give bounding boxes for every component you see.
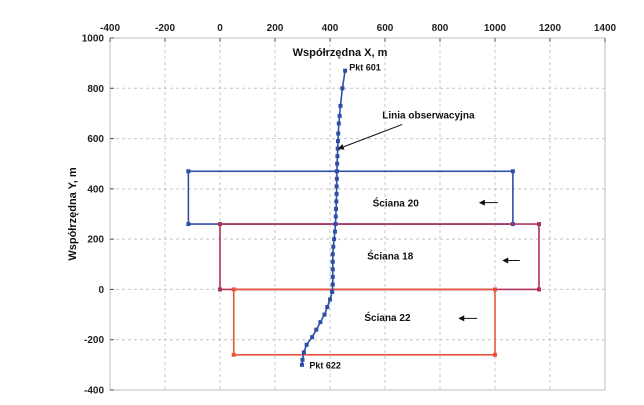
annotation-arrow-line (337, 123, 403, 150)
series-point (334, 169, 339, 174)
series-point (332, 237, 337, 242)
series-point (334, 184, 339, 189)
y-tick-label: 600 (87, 134, 104, 145)
series-point (314, 327, 319, 332)
wall-corner-marker (218, 222, 222, 227)
wall-corner-marker (493, 352, 497, 357)
wall-rectangles (186, 169, 541, 357)
series-point (333, 222, 338, 227)
observation-line-series (299, 68, 348, 367)
y-tick-label: 1000 (82, 34, 105, 45)
y-tick-labels: -400 -200 0 200 400 600 800 1000 (82, 34, 105, 397)
series-point (299, 362, 304, 367)
series-point (335, 146, 340, 151)
y-tick-label: 0 (98, 285, 104, 296)
x-axis-label: Współrzędna X, m (293, 47, 388, 59)
y-axis-label: Współrzędna Y, m (67, 167, 79, 261)
series-point (330, 289, 335, 294)
series-point (330, 252, 335, 257)
series-point (335, 161, 340, 166)
wall-corner-marker (186, 169, 191, 174)
y-tick-label: 800 (87, 84, 104, 95)
x-tick-label: -200 (155, 23, 175, 34)
series-point (310, 335, 315, 340)
series-point (331, 244, 336, 249)
series-point (335, 139, 340, 144)
x-tick-label: 1200 (539, 23, 562, 34)
series-point (322, 312, 327, 317)
series-point (340, 86, 345, 91)
series-point (330, 274, 335, 279)
annotations: Pkt 601 Pkt 622 Linia obserwacyjna Ściana 2… (309, 63, 520, 371)
series-point (304, 342, 309, 347)
x-tick-label: 600 (377, 23, 394, 34)
x-tick-label: 200 (267, 23, 284, 34)
wall-corner-marker (218, 287, 222, 292)
annotation-wall20: Ściana 20 (373, 196, 420, 209)
wall-corner-marker (537, 287, 541, 292)
series-point (318, 320, 323, 325)
x-tick-labels: -400 -200 0 200 400 600 800 1000 1200 1400 (100, 23, 617, 34)
series-point (338, 103, 343, 108)
annotation-line: Linia obserwacyjna (382, 110, 475, 121)
grid-lines (109, 37, 606, 391)
annotation-end: Pkt 622 (309, 361, 341, 371)
annotation-start: Pkt 601 (349, 63, 381, 73)
wall-corner-marker (510, 169, 515, 174)
series-point (343, 68, 348, 73)
series-point (334, 206, 339, 211)
series-point (330, 259, 335, 264)
wall-corner-marker (493, 287, 497, 292)
x-tick-label: 1400 (594, 23, 617, 34)
series-point (328, 297, 332, 302)
wall-corner-marker (537, 222, 541, 227)
series-point (325, 305, 330, 310)
x-tick-label: 0 (217, 23, 223, 34)
series-point (336, 131, 341, 136)
x-tick-label: 800 (432, 23, 449, 34)
annotation-wall22: Ściana 22 (364, 311, 411, 324)
wall-rect-3 (232, 288, 496, 356)
series-point (335, 154, 340, 159)
series-point (332, 229, 337, 234)
series-point (300, 357, 305, 362)
y-tick-label: 400 (87, 184, 104, 195)
y-tick-label: 200 (87, 235, 104, 246)
x-tick-label: -400 (100, 23, 120, 34)
plot-area (109, 37, 606, 391)
series-point (301, 350, 306, 355)
series-point (333, 214, 338, 219)
x-tick-label: 1000 (484, 23, 507, 34)
annotation-wall18: Ściana 18 (367, 249, 414, 262)
x-tick-label: 400 (322, 23, 339, 34)
series-point (334, 176, 339, 181)
series-point (334, 199, 339, 204)
series-point (330, 267, 335, 272)
y-tick-label: -400 (84, 386, 104, 397)
series-point (330, 282, 335, 287)
wall-corner-marker (231, 287, 236, 292)
series-point (334, 191, 339, 196)
wall-corner-marker (186, 222, 191, 227)
y-tick-label: -200 (84, 335, 104, 346)
series-point (336, 121, 341, 126)
wall-corner-marker (231, 352, 236, 357)
series-point (337, 113, 342, 118)
